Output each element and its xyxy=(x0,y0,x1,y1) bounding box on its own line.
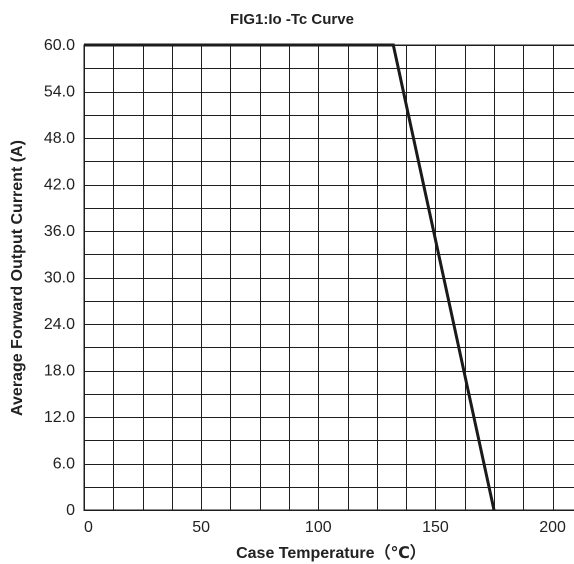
y-tick-label: 36.0 xyxy=(44,223,75,240)
y-tick-label: 18.0 xyxy=(44,363,75,380)
y-tick-label: 54.0 xyxy=(44,84,75,101)
y-tick-label: 30.0 xyxy=(44,270,75,287)
y-tick-label: 42.0 xyxy=(44,177,75,194)
x-tick-labels: 0 50 100 150 200 xyxy=(84,519,566,536)
grid xyxy=(84,45,574,510)
x-axis-label: Case Temperature（℃） xyxy=(236,544,426,562)
y-tick-label: 48.0 xyxy=(44,130,75,147)
x-tick-label: 150 xyxy=(422,519,449,536)
y-tick-label: 24.0 xyxy=(44,316,75,333)
y-tick-label: 60.0 xyxy=(44,37,75,54)
y-axis-label: Average Forward Output Current (A) xyxy=(9,140,26,416)
x-tick-label: 200 xyxy=(539,519,566,536)
x-tick-label: 100 xyxy=(305,519,332,536)
x-tick-label: 0 xyxy=(84,519,93,536)
y-tick-label: 12.0 xyxy=(44,409,75,426)
y-tick-label: 0 xyxy=(66,502,75,519)
y-tick-labels: 0 6.0 12.0 18.0 24.0 30.0 36.0 42.0 48.0 54.0 60.0 xyxy=(44,37,75,519)
y-tick-label: 6.0 xyxy=(53,456,75,473)
x-tick-label: 50 xyxy=(192,519,210,536)
chart-title: FIG1:Io -Tc Curve xyxy=(230,11,354,28)
plot-frame xyxy=(83,44,574,511)
